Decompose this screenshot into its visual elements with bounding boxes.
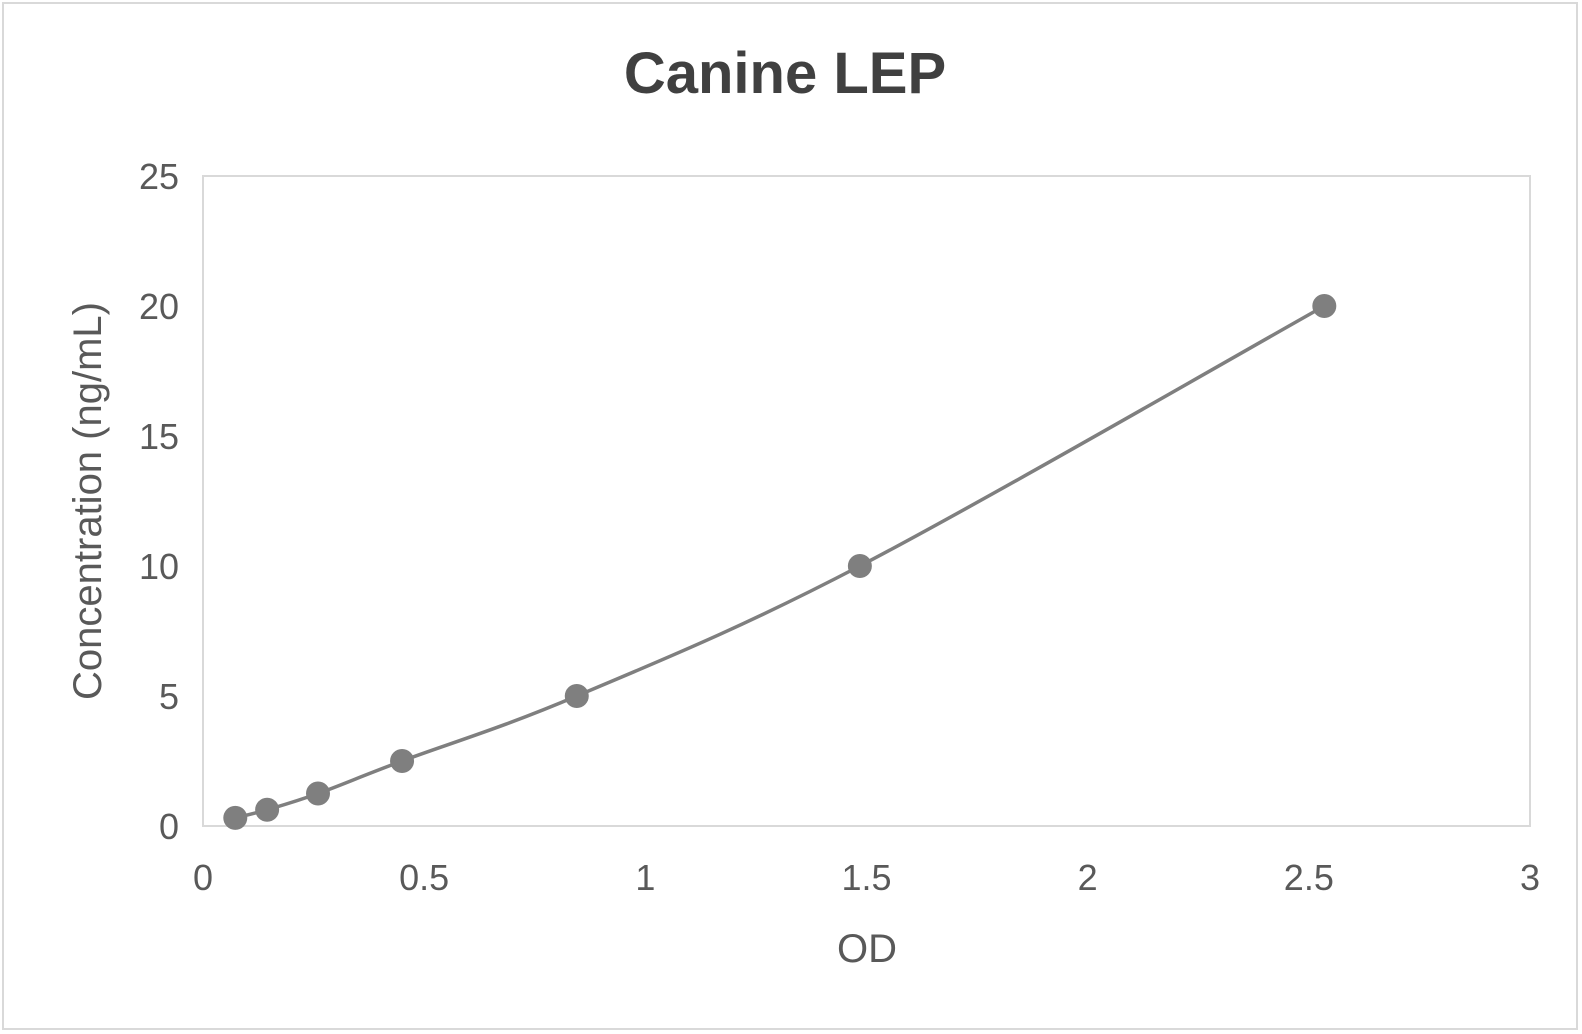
y-tick-labels: 0 5 10 15 20 25 (139, 156, 179, 847)
chart-title: Canine LEP (624, 41, 946, 106)
x-tick-label: 0 (193, 857, 213, 898)
data-point (390, 749, 415, 773)
x-tick-label: 2 (1078, 857, 1098, 898)
plot-area (202, 175, 1531, 827)
x-tick-label: 1.5 (841, 857, 891, 898)
x-tick-labels: 0 0.5 1 1.5 2 2.5 3 (193, 857, 1540, 898)
data-point (223, 805, 248, 830)
data-point (564, 684, 589, 708)
y-tick-label: 15 (139, 416, 179, 457)
x-tick-label: 2.5 (1284, 857, 1334, 898)
y-tick-label: 10 (139, 546, 179, 587)
y-tick-label: 25 (139, 156, 179, 197)
data-point (306, 781, 331, 806)
x-tick-label: 0.5 (399, 857, 449, 898)
y-tick-label: 5 (159, 676, 179, 717)
data-point (1312, 294, 1337, 318)
x-tick-label: 3 (1520, 857, 1540, 898)
x-axis-title: OD (837, 927, 897, 971)
y-axis-title: Concentration (ng/mL) (66, 302, 110, 700)
y-tick-label: 20 (139, 286, 179, 327)
x-tick-label: 1 (635, 857, 655, 898)
data-point (255, 797, 280, 822)
series-points (223, 294, 1337, 830)
y-tick-label: 0 (159, 806, 179, 847)
data-point (847, 554, 872, 578)
